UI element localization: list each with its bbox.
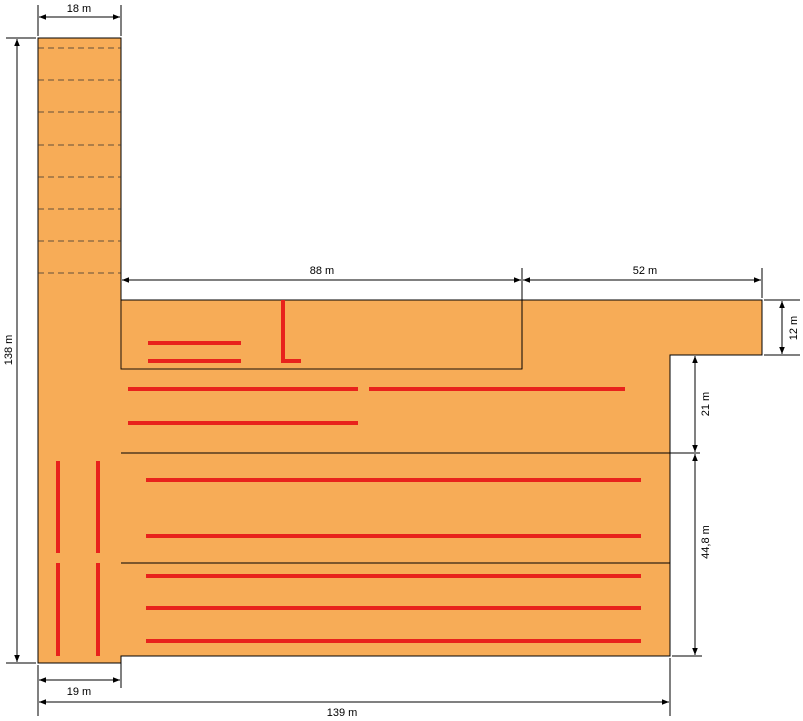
dimension-label: 21 m [700, 392, 712, 416]
dimension-label: 18 m [67, 3, 91, 15]
dimension-top-width: 18 m [37, 3, 122, 36]
dimension-inner-right-width: 52 m [523, 265, 763, 298]
dimension-label: 44,8 m [700, 525, 712, 559]
dimension-right-mid: 21 m [672, 354, 712, 452]
dimension-right-lower: 44,8 m [672, 454, 712, 657]
dashed-parking-lines [38, 47, 121, 274]
dimension-label: 139 m [327, 707, 358, 719]
dimension-right-step: 12 m [764, 299, 800, 356]
site-area [37, 37, 763, 664]
dimension-inner-left-width: 88 m [120, 265, 523, 369]
dimension-label: 52 m [633, 265, 657, 277]
dimension-label: 88 m [310, 265, 334, 277]
dimension-bottom-total: 139 m [39, 658, 671, 719]
dimension-label: 19 m [67, 686, 91, 698]
dimension-left-height: 138 m [3, 37, 36, 664]
dimension-label: 138 m [3, 335, 15, 366]
dimension-label: 12 m [788, 316, 800, 340]
dimension-bottom-left: 19 m [37, 658, 122, 716]
red-stripes [56, 300, 641, 656]
